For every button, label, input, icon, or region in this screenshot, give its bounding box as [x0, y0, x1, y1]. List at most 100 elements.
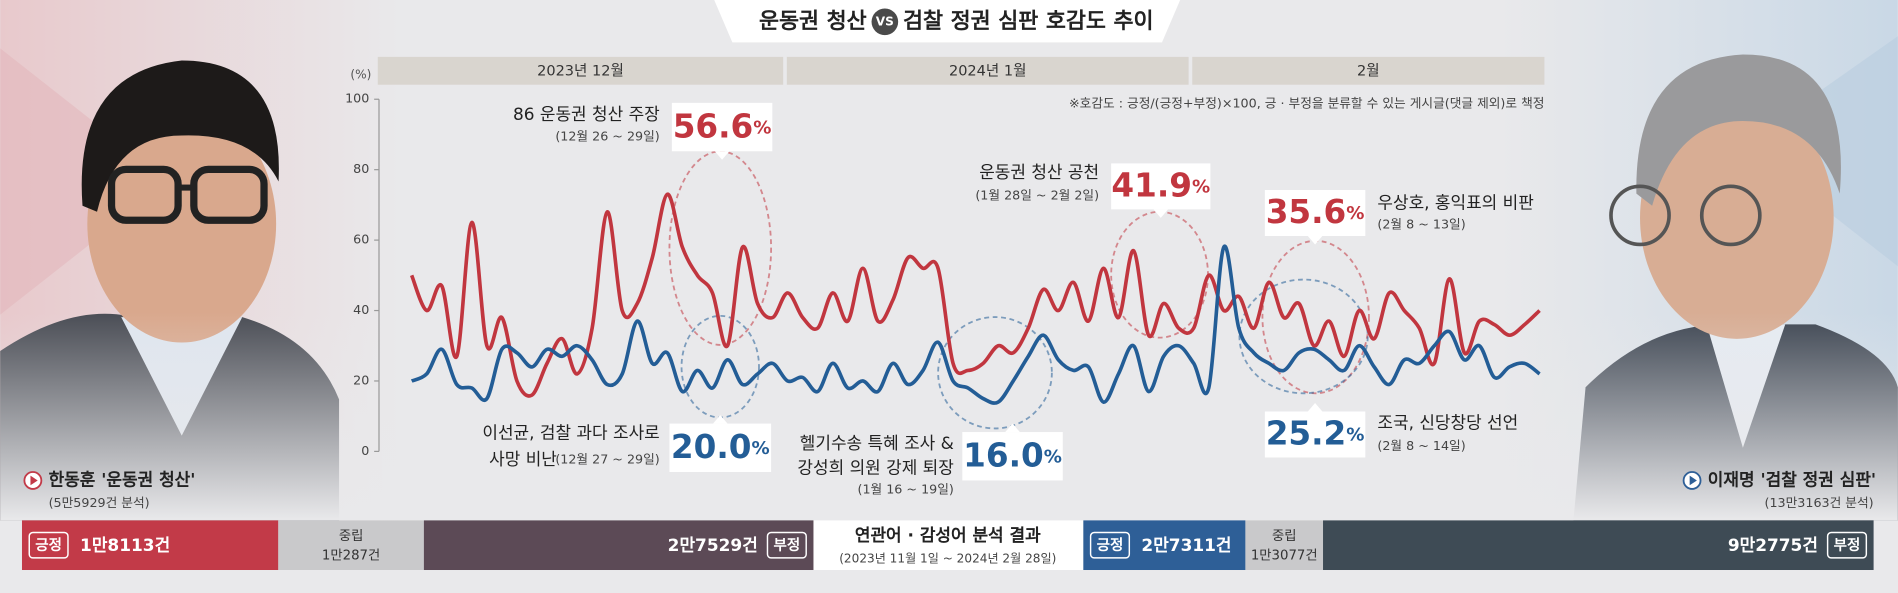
callout-value: 35.6%: [1266, 193, 1365, 231]
summary-period: (2023년 11월 1일 ~ 2024년 2월 28일): [839, 552, 1056, 566]
vs-text: VS: [876, 14, 894, 28]
callout-value: 20.0%: [671, 428, 770, 466]
callout-value: 16.0%: [963, 436, 1062, 474]
period-label: 2월: [1357, 62, 1380, 79]
negative-bar: [1323, 520, 1874, 571]
series-line: [409, 192, 1541, 398]
callout-box: [1264, 411, 1366, 458]
positive-bar: [21, 520, 279, 571]
callout-pointer: [1153, 209, 1169, 218]
callout-unit: %: [753, 117, 771, 138]
count-label: 2만7311건: [1141, 535, 1231, 555]
annotation-date: (12월 27 ~ 29일): [555, 451, 659, 466]
count-label: 1만287건: [322, 547, 380, 563]
series-line: [410, 244, 1541, 405]
badge: [766, 531, 807, 559]
callout-box: [669, 423, 772, 472]
callout-unit: %: [751, 438, 769, 459]
annotation-text: 강성희 의원 강제 퇴장: [797, 457, 953, 477]
badge: [28, 531, 69, 559]
title-right: 검찰 정권 심판 호감도 추이: [903, 9, 1154, 34]
annotation-date: (2월 8 ~ 14일): [1377, 438, 1465, 453]
callout-value: 56.6%: [673, 107, 772, 145]
callout-value: 25.2%: [1266, 415, 1365, 453]
callout-number: 41.9: [1111, 167, 1192, 205]
positive-bar: [1083, 520, 1246, 571]
annotation-text: 사망 비난: [489, 449, 557, 469]
annotation-text: 이선균, 검찰 과다 조사로: [482, 422, 659, 442]
annotation-text: 우상호, 홍익표의 비판: [1377, 192, 1533, 212]
y-tick-label: 20: [353, 372, 369, 387]
y-tick-label: 40: [353, 302, 369, 317]
y-tick-label: 100: [345, 91, 369, 106]
y-tick-label: 0: [361, 443, 369, 458]
callout-number: 20.0: [671, 428, 752, 466]
badge-label: 부정: [773, 536, 800, 554]
callout-box: [962, 432, 1063, 481]
annotation-text: 헬기수송 특혜 조사 &: [800, 433, 954, 453]
callout-pointer: [1307, 235, 1323, 245]
callout-number: 16.0: [963, 436, 1044, 474]
callout-box: [1111, 163, 1211, 210]
neutral-bar: [278, 520, 424, 571]
annotation-date: (2월 8 ~ 13일): [1377, 217, 1465, 232]
callout-pointer: [713, 415, 728, 424]
play-icon-arrow: [30, 475, 38, 486]
count-label: 1만8113건: [80, 535, 170, 555]
annotation-date: (1월 28일 ~ 2월 2일): [975, 188, 1099, 203]
play-icon-arrow: [1689, 475, 1697, 486]
negative-bar: [423, 520, 814, 571]
count-label: 2만7529건: [668, 535, 758, 555]
badge-label: 부정: [1834, 536, 1861, 554]
period-label: 2023년 12월: [537, 62, 624, 79]
count-label: 1만3077건: [1251, 547, 1318, 563]
callout-number: 25.2: [1266, 415, 1347, 453]
annotation-text: 운동권 청산 공천: [979, 162, 1099, 182]
callout-number: 56.6: [673, 107, 754, 145]
title-banner: [714, 0, 1181, 43]
highlight-ellipse: [937, 316, 1053, 430]
person-name: 한동훈 '운동권 청산': [49, 469, 196, 489]
title-left: 운동권 청산: [759, 9, 867, 34]
badge: [1826, 531, 1868, 559]
annotation-text: 86 운동권 청산 주장: [513, 104, 660, 124]
highlight-ellipse: [1238, 278, 1369, 395]
y-tick-label: 60: [353, 232, 369, 247]
count-label: 9만2775건: [1728, 535, 1818, 555]
y-tick-label: 80: [353, 161, 369, 176]
person-analyzed: (13만3163건 분석): [1765, 495, 1874, 510]
callout-box: [671, 102, 773, 152]
callout-pointer: [714, 151, 730, 160]
period-label: 2024년 1월: [949, 62, 1027, 79]
callout-unit: %: [1346, 425, 1364, 446]
callout-unit: %: [1044, 446, 1062, 467]
period-band: [377, 56, 784, 85]
neutral-label: 중립: [1272, 528, 1296, 544]
annotation-date: (1월 16 ~ 19일): [857, 482, 953, 497]
badge: [1089, 531, 1131, 559]
period-band: [1192, 56, 1545, 85]
callout-unit: %: [1192, 177, 1210, 198]
badge-label: 긍정: [1097, 536, 1124, 554]
person-analyzed: (5만5929건 분석): [49, 495, 150, 510]
vs-badge: [871, 8, 899, 36]
note: ※호감도 : 긍정/(긍정+부정)×100, 긍 · 부정을 분류할 수 있는 …: [1069, 96, 1544, 111]
neutral-bar: [1245, 520, 1324, 571]
callout-value: 41.9%: [1111, 167, 1210, 205]
person-name: 이재명 '검찰 정권 심판': [1708, 469, 1876, 489]
annotation-date: (12월 26 ~ 29일): [555, 128, 659, 143]
period-band: [786, 56, 1189, 85]
annotation-text: 조국, 신당창당 선언: [1377, 413, 1518, 433]
callout-number: 35.6: [1266, 193, 1347, 231]
fade: [0, 0, 1898, 521]
callout-pointer: [1005, 423, 1020, 433]
callout-box: [1264, 190, 1366, 236]
y-axis-label: (%): [350, 68, 371, 82]
neutral-label: 중립: [339, 528, 363, 544]
badge-label: 긍정: [35, 536, 62, 554]
callout-unit: %: [1346, 203, 1364, 224]
callout-pointer: [1307, 402, 1323, 412]
summary-title: 연관어 · 감성어 분석 결과: [855, 525, 1041, 545]
